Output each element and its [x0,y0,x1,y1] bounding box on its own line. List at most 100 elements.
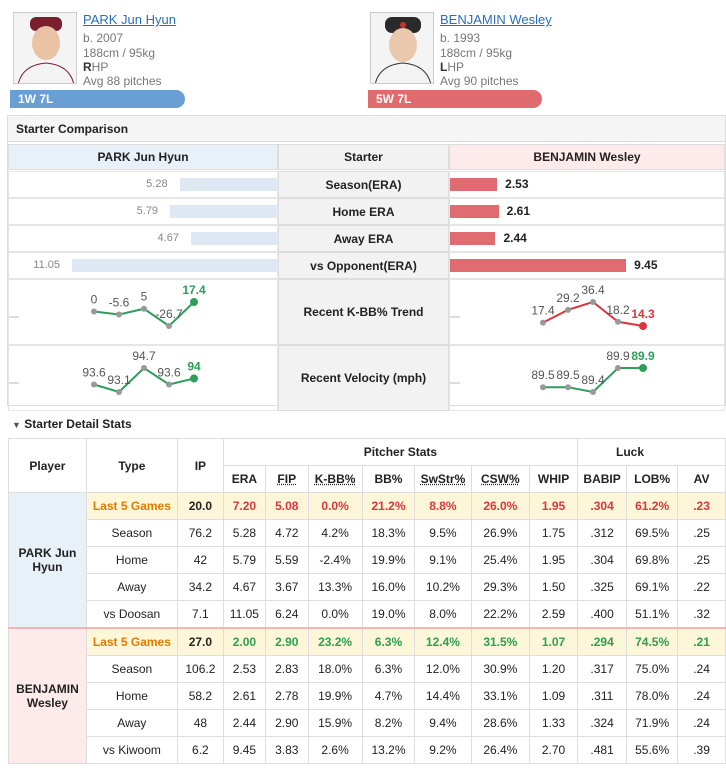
stat-cell: 106.2 [176,655,224,683]
stat-cell: 2.53 [222,655,266,683]
trend-value: 89.5 [531,368,555,382]
header-text: BABIP [583,472,621,486]
stat-row: Home 58.2 2.61 2.78 19.9% 4.7% 14.4% 33.1% 1.09.… [9,682,726,710]
stat-cell: 1.07 [529,627,578,656]
column-header: AV [677,465,726,493]
column-header: K-BB% [307,465,363,493]
stat-cell: 9.2% [414,736,472,764]
stat-cell: 7.20 [222,492,266,520]
stat-cell: 8.2% [361,709,416,737]
header-text: BB% [374,472,403,486]
stat-cell: .24 [677,682,726,710]
group-header: Pitcher Stats [222,438,578,466]
stat-cell: 69.8% [626,546,679,574]
stat-row: Season 106.2 2.53 2.83 18.0% 6.3% 12.0% 30.9% 1.… [9,655,726,683]
stat-cell: 6.2 [176,736,224,764]
stat-cell: 0.0% [307,600,363,629]
record-bar: 5W 7L [368,90,542,108]
trend-value: 17.4 [182,283,206,297]
stat-row: BENJAMIN Wesley Last 5 Games 27.0 2.00 2.90 2… [8,627,726,764]
stat-cell: .312 [576,519,628,547]
stat-cell: 2.61 [222,682,266,710]
player-name[interactable]: BENJAMIN Wesley [440,12,552,27]
player-cell: BENJAMIN Wesley [8,627,87,764]
trend-point [540,319,546,326]
stat-row: Home 42 5.79 5.59 -2.4% 19.9% 9.1% 25.4% 1.95.30… [9,546,726,574]
bar-right [450,232,496,245]
stat-cell: 42 [176,546,224,574]
trend-point [639,364,647,372]
header-row: ERA FIP K-BB% BB% SwStr% CSW% WHIP BABIP LOB% AV [9,465,726,493]
stat-cell: 11.05 [222,600,266,629]
trend-point [615,365,621,371]
trend-label: Recent Velocity (mph) [278,345,449,411]
hand-rest: HP [447,60,465,74]
column-header: LOB% [626,465,679,493]
stat-cell: 4.72 [264,519,309,547]
stat-cell: 20.0 [176,492,224,520]
header-text: LOB% [634,472,671,486]
trend-point [565,384,571,391]
stat-cell: 2.44 [222,709,266,737]
trend-value: 36.4 [581,283,605,297]
stat-cell: .24 [677,709,726,737]
panel-title: Starter Comparison [8,116,725,142]
stat-cell: 9.4% [414,709,472,737]
stat-cell: 2.6% [307,736,363,764]
player-born: b. 2007 [83,31,124,45]
section-title[interactable]: ▼ Starter Detail Stats [12,417,132,431]
player-photo [13,12,77,84]
column-header: BABIP [576,465,628,493]
stat-cell: 12.0% [414,655,472,683]
row-label: Season(ERA) [278,171,449,198]
record-bar: 1W 7L [10,90,185,108]
header-text: WHIP [537,472,570,486]
stat-cell: 1.50 [529,573,578,601]
stat-cell: 8.0% [414,600,472,629]
trend-point [565,306,571,313]
trend-value: 89.4 [581,373,605,387]
stat-cell: .24 [677,655,726,683]
trend-point [190,298,198,306]
stat-row: vs Doosan 7.1 11.05 6.24 0.0% 19.0% 8.0% 22.2% 2… [9,600,726,629]
trend-value: 93.1 [107,373,131,387]
stat-cell: 4.67 [222,573,266,601]
player-name[interactable]: PARK Jun Hyun [83,12,176,27]
stat-cell: 26.0% [470,492,531,520]
bar-left [179,178,278,191]
bar-right-label: 2.61 [506,204,531,218]
header-left: PARK Jun Hyun [8,144,278,170]
stat-cell: -2.4% [307,546,363,574]
stat-cell: 12.4% [414,627,472,656]
type-cell: Last 5 Games [85,627,178,656]
photo-art [18,17,74,83]
trend-point [590,299,596,305]
bar-left [170,205,278,218]
bar-right [450,259,627,272]
stat-cell: 1.09 [529,682,578,710]
bar-left-label: 5.28 [146,178,168,190]
column-header: IP [176,438,224,493]
bar-right [450,205,499,218]
trend-point [190,374,198,383]
detail-table: Player Type IP Pitcher Stats Luck ERA FIP K-BB%… [8,438,726,764]
trend-value: 18.2 [606,303,630,317]
bar-right [450,178,498,191]
stat-cell: .32 [677,600,726,629]
trend-value: 89.5 [556,368,580,382]
trend-point [116,389,122,395]
stat-cell: 1.20 [529,655,578,683]
trend-value: 14.3 [631,307,655,321]
stat-cell: 23.2% [307,627,363,656]
bar-left [72,259,278,272]
stat-cell: 33.1% [470,682,531,710]
stat-cell: 51.1% [626,600,679,629]
trend-value: 94 [187,360,201,374]
stat-row: PARK Jun Hyun Last 5 Games 20.0 7.20 5.08 0.0… [8,492,726,629]
stat-row: Away 34.2 4.67 3.67 13.3% 16.0% 10.2% 29.3% 1.50… [9,573,726,601]
stat-cell: 74.5% [626,627,679,656]
header-middle: Starter [278,144,449,170]
stat-cell: 2.83 [264,655,309,683]
type-cell: Season [85,519,178,547]
stat-cell: 1.75 [529,519,578,547]
